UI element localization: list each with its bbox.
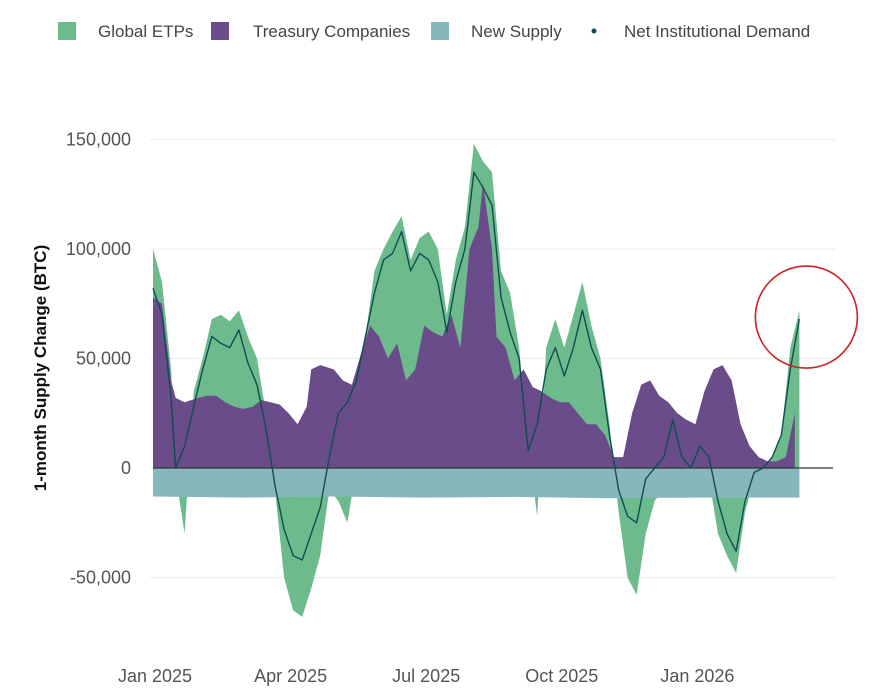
line-net-institutional-demand: [152, 171, 801, 561]
annotations: [754, 265, 859, 369]
y-tick-label: 50,000: [76, 349, 131, 369]
legend: Global ETPs Treasury Companies New Suppl…: [58, 22, 810, 41]
x-tick-label: Jan 2026: [660, 666, 734, 686]
y-axis-ticks: 150,000 100,000 50,000 0 -50,000: [66, 130, 131, 588]
x-tick-label: Jan 2025: [118, 666, 192, 686]
legend-swatch-treasury-companies: [211, 22, 229, 40]
legend-swatch-new-supply: [431, 22, 449, 40]
x-axis-ticks: Jan 2025 Apr 2025 Jul 2025 Oct 2025 Jan 2026: [118, 666, 734, 686]
area-treasury-companies: [153, 183, 795, 469]
x-tick-label: Apr 2025: [254, 666, 327, 686]
legend-item-global-etps[interactable]: Global ETPs: [58, 22, 193, 41]
y-axis-label: 1-month Supply Change (BTC): [31, 245, 50, 491]
legend-swatch-global-etps: [58, 22, 76, 40]
x-tick-label: Oct 2025: [525, 666, 598, 686]
legend-dot-net-institutional-demand: [591, 28, 597, 34]
legend-label-treasury-companies: Treasury Companies: [253, 22, 410, 41]
y-tick-label: 100,000: [66, 239, 131, 259]
legend-item-treasury-companies[interactable]: Treasury Companies: [211, 22, 410, 41]
y-tick-label: -50,000: [70, 568, 131, 588]
plot-areas: [153, 143, 833, 617]
legend-item-net-institutional-demand[interactable]: Net Institutional Demand: [591, 22, 811, 41]
highlight-circle: [754, 265, 859, 369]
y-tick-label: 0: [121, 458, 131, 478]
y-tick-label: 150,000: [66, 130, 131, 150]
legend-label-new-supply: New Supply: [471, 22, 562, 41]
legend-label-net-institutional-demand: Net Institutional Demand: [624, 22, 810, 41]
x-tick-label: Jul 2025: [392, 666, 460, 686]
legend-label-global-etps: Global ETPs: [98, 22, 193, 41]
plot-lines: [152, 171, 801, 561]
legend-item-new-supply[interactable]: New Supply: [431, 22, 562, 41]
area-new-supply: [153, 468, 800, 499]
